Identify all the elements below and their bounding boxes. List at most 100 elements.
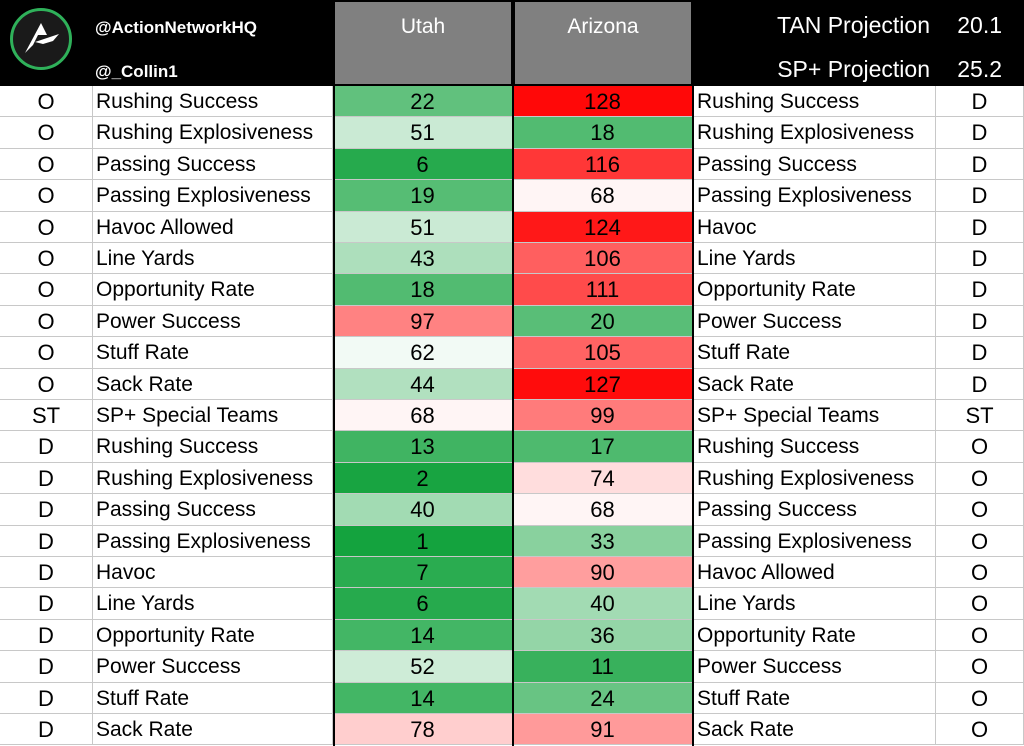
side-label-right: ST <box>936 400 1024 432</box>
utah-rank-cell: 2 <box>333 462 513 495</box>
metric-label-right: Power Success <box>693 651 936 683</box>
arizona-rank-cell: 40 <box>513 588 693 620</box>
table-row: D Havoc 7 90 Havoc Allowed O <box>0 557 1024 589</box>
side-label-right: O <box>936 714 1024 746</box>
side-label-right: O <box>936 651 1024 683</box>
metric-label-left: Stuff Rate <box>93 337 333 369</box>
side-label-right: D <box>936 211 1024 243</box>
table-row: O Rushing Explosiveness 51 18 Rushing Explos… <box>0 117 1024 149</box>
column-divider <box>692 0 694 746</box>
table-row: O Passing Explosiveness 19 68 Passing Explos… <box>0 180 1024 212</box>
metric-label-left: Havoc <box>93 557 333 589</box>
metric-label-left: Passing Success <box>93 494 333 526</box>
metric-label-right: Stuff Rate <box>693 682 936 714</box>
metric-label-right: Stuff Rate <box>693 337 936 369</box>
utah-rank-cell: 52 <box>333 651 513 683</box>
table-row: O Line Yards 43 106 Line Yards D <box>0 243 1024 275</box>
utah-rank-cell: 1 <box>333 525 513 557</box>
arizona-rank-cell: 111 <box>513 274 693 306</box>
table-row: D Power Success 52 11 Power Success O <box>0 651 1024 683</box>
arizona-rank-cell: 36 <box>513 619 693 652</box>
metric-label-left: Rushing Success <box>93 86 333 118</box>
table-row: D Rushing Explosiveness 2 74 Rushing Explosi… <box>0 462 1024 495</box>
utah-rank-cell: 22 <box>333 86 513 118</box>
metric-label-right: Passing Explosiveness <box>693 525 936 557</box>
side-label-left: ST <box>0 400 93 432</box>
metric-label-right: Rushing Success <box>693 431 936 463</box>
side-label-left: O <box>0 117 93 149</box>
side-label-left: O <box>0 211 93 243</box>
metric-label-left: SP+ Special Teams <box>93 400 333 432</box>
metric-label-left: Sack Rate <box>93 368 333 400</box>
utah-rank-cell: 51 <box>333 117 513 149</box>
metric-label-left: Havoc Allowed <box>93 211 333 243</box>
side-label-right: D <box>936 243 1024 275</box>
utah-rank-cell: 6 <box>333 588 513 620</box>
table-row: D Stuff Rate 14 24 Stuff Rate O <box>0 682 1024 714</box>
side-label-right: D <box>936 274 1024 306</box>
logo-mark-icon <box>25 23 59 53</box>
side-label-right: O <box>936 682 1024 714</box>
side-label-left: D <box>0 619 93 652</box>
side-label-left: O <box>0 86 93 118</box>
metric-label-right: Sack Rate <box>693 368 936 400</box>
metric-label-right: Line Yards <box>693 588 936 620</box>
side-label-right: O <box>936 462 1024 495</box>
arizona-rank-cell: 33 <box>513 525 693 557</box>
metric-label-right: SP+ Special Teams <box>693 400 936 432</box>
metric-label-left: Stuff Rate <box>93 682 333 714</box>
metric-label-left: Rushing Explosiveness <box>93 462 333 495</box>
side-label-left: D <box>0 651 93 683</box>
arizona-rank-cell: 116 <box>513 148 693 181</box>
side-label-left: D <box>0 525 93 557</box>
arizona-rank-cell: 68 <box>513 180 693 212</box>
arizona-rank-cell: 127 <box>513 368 693 400</box>
side-label-right: D <box>936 305 1024 338</box>
metric-label-left: Rushing Success <box>93 431 333 463</box>
metric-label-left: Passing Explosiveness <box>93 525 333 557</box>
utah-rank-cell: 7 <box>333 557 513 589</box>
metric-label-right: Opportunity Rate <box>693 619 936 652</box>
side-label-left: D <box>0 588 93 620</box>
arizona-rank-cell: 74 <box>513 462 693 495</box>
utah-rank-cell: 14 <box>333 619 513 652</box>
table-row: O Stuff Rate 62 105 Stuff Rate D <box>0 337 1024 369</box>
arizona-rank-cell: 128 <box>513 86 693 118</box>
metric-label-right: Passing Success <box>693 148 936 181</box>
arizona-rank-cell: 91 <box>513 714 693 746</box>
side-label-right: O <box>936 588 1024 620</box>
arizona-rank-cell: 124 <box>513 211 693 243</box>
side-label-right: O <box>936 619 1024 652</box>
metric-label-right: Passing Explosiveness <box>693 180 936 212</box>
team-header-utah: Utah <box>335 2 511 84</box>
side-label-left: D <box>0 462 93 495</box>
table-row: D Line Yards 6 40 Line Yards O <box>0 588 1024 620</box>
side-label-left: O <box>0 148 93 181</box>
side-label-right: O <box>936 494 1024 526</box>
side-label-right: D <box>936 337 1024 369</box>
side-label-left: D <box>0 557 93 589</box>
side-label-left: D <box>0 714 93 746</box>
arizona-rank-cell: 106 <box>513 243 693 275</box>
side-label-left: D <box>0 431 93 463</box>
utah-rank-cell: 43 <box>333 243 513 275</box>
side-label-left: D <box>0 682 93 714</box>
table-row: O Power Success 97 20 Power Success D <box>0 305 1024 338</box>
arizona-rank-cell: 90 <box>513 557 693 589</box>
metric-label-right: Sack Rate <box>693 714 936 746</box>
utah-rank-cell: 14 <box>333 682 513 714</box>
utah-rank-cell: 68 <box>333 400 513 432</box>
utah-rank-cell: 18 <box>333 274 513 306</box>
metric-label-left: Opportunity Rate <box>93 274 333 306</box>
tan-projection-value: 20.1 <box>957 12 1002 38</box>
side-label-left: D <box>0 494 93 526</box>
table-row: O Opportunity Rate 18 111 Opportunity Rate D <box>0 274 1024 306</box>
metric-label-left: Line Yards <box>93 243 333 275</box>
arizona-rank-cell: 105 <box>513 337 693 369</box>
metric-label-left: Passing Explosiveness <box>93 180 333 212</box>
utah-rank-cell: 19 <box>333 180 513 212</box>
arizona-rank-cell: 20 <box>513 305 693 338</box>
metric-label-left: Opportunity Rate <box>93 619 333 652</box>
arizona-rank-cell: 11 <box>513 651 693 683</box>
arizona-rank-cell: 17 <box>513 431 693 463</box>
